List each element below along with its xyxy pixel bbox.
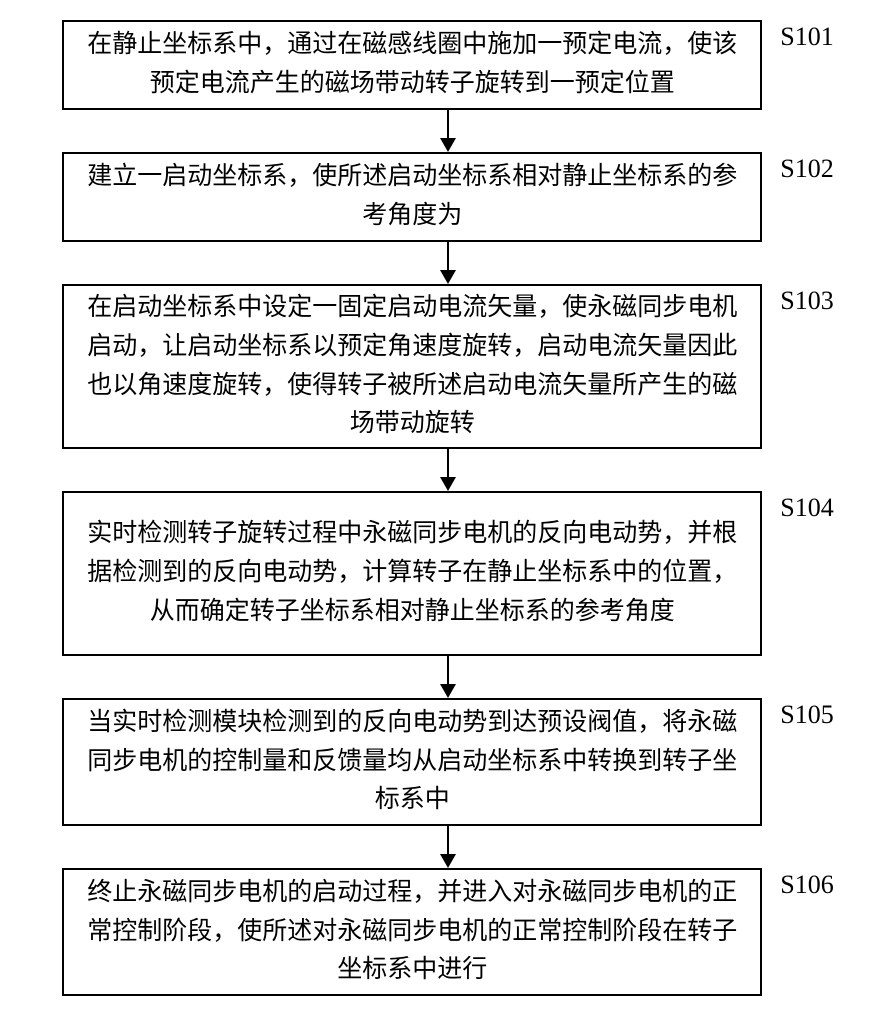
step-box-s106: 终止永磁同步电机的启动过程，并进入对永磁同步电机的正常控制阶段，使所述对永磁同步… [62, 868, 762, 996]
step-label: S106 [780, 870, 833, 900]
flow-step: 终止永磁同步电机的启动过程，并进入对永磁同步电机的正常控制阶段，使所述对永磁同步… [18, 868, 878, 996]
step-text: 当实时检测模块检测到的反向电动势到达预设阀值，将永磁同步电机的控制量和反馈量均从… [82, 704, 742, 820]
flow-arrow [18, 449, 878, 491]
step-text: 建立一启动坐标系，使所述启动坐标系相对静止坐标系的参考角度为 [82, 158, 742, 236]
step-box-s102: 建立一启动坐标系，使所述启动坐标系相对静止坐标系的参考角度为 [62, 152, 762, 242]
step-box-s103: 在启动坐标系中设定一固定启动电流矢量，使永磁同步电机启动，让启动坐标系以预定角速… [62, 284, 762, 449]
step-label: S101 [780, 22, 833, 52]
step-text: 在启动坐标系中设定一固定启动电流矢量，使永磁同步电机启动，让启动坐标系以预定角速… [82, 289, 742, 444]
step-label: S104 [780, 493, 833, 523]
flow-step: 实时检测转子旋转过程中永磁同步电机的反向电动势，并根据检测到的反向电动势，计算转… [18, 491, 878, 656]
flow-arrow [18, 110, 878, 152]
flow-step: 在静止坐标系中，通过在磁感线圈中施加一预定电流，使该预定电流产生的磁场带动转子旋… [18, 20, 878, 110]
step-label: S102 [780, 154, 833, 184]
step-box-s105: 当实时检测模块检测到的反向电动势到达预设阀值，将永磁同步电机的控制量和反馈量均从… [62, 698, 762, 826]
flow-step: 当实时检测模块检测到的反向电动势到达预设阀值，将永磁同步电机的控制量和反馈量均从… [18, 698, 878, 826]
flow-step: 在启动坐标系中设定一固定启动电流矢量，使永磁同步电机启动，让启动坐标系以预定角速… [18, 284, 878, 449]
step-label: S105 [780, 700, 833, 730]
step-text: 在静止坐标系中，通过在磁感线圈中施加一预定电流，使该预定电流产生的磁场带动转子旋… [82, 26, 742, 104]
flow-arrow [18, 656, 878, 698]
flow-step: 建立一启动坐标系，使所述启动坐标系相对静止坐标系的参考角度为 S102 [18, 152, 878, 242]
step-box-s101: 在静止坐标系中，通过在磁感线圈中施加一预定电流，使该预定电流产生的磁场带动转子旋… [62, 20, 762, 110]
step-text: 终止永磁同步电机的启动过程，并进入对永磁同步电机的正常控制阶段，使所述对永磁同步… [82, 874, 742, 990]
step-box-s104: 实时检测转子旋转过程中永磁同步电机的反向电动势，并根据检测到的反向电动势，计算转… [62, 491, 762, 656]
flowchart-container: 在静止坐标系中，通过在磁感线圈中施加一预定电流，使该预定电流产生的磁场带动转子旋… [18, 20, 878, 996]
flow-arrow [18, 826, 878, 868]
step-text: 实时检测转子旋转过程中永磁同步电机的反向电动势，并根据检测到的反向电动势，计算转… [82, 515, 742, 631]
step-label: S103 [780, 286, 833, 316]
flow-arrow [18, 242, 878, 284]
